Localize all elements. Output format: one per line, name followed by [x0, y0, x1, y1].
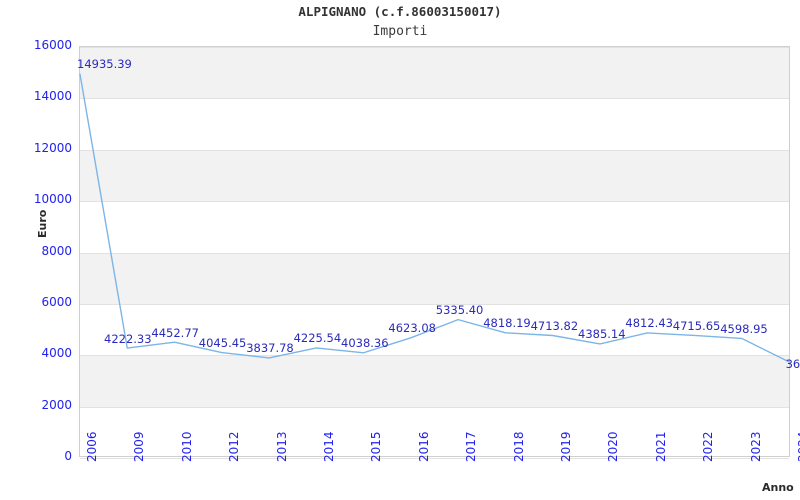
y-tick-10000: 10000 — [33, 192, 72, 207]
series-line — [80, 74, 789, 362]
point-label-2015: 4038.36 — [341, 336, 389, 351]
gridline — [80, 304, 789, 305]
band — [80, 47, 789, 99]
plot-area — [79, 46, 790, 459]
x-tick-2017: 2017 — [464, 431, 479, 462]
gridline — [80, 201, 789, 202]
point-label-2019: 4713.82 — [530, 318, 579, 333]
x-tick-2014: 2014 — [322, 431, 336, 462]
gridline — [80, 407, 789, 408]
chart-title: ALPIGNANO (c.f.86003150017) — [298, 4, 502, 19]
chart-subtitle: Importi — [372, 24, 428, 39]
x-axis-title: Anno — [762, 481, 794, 494]
x-tick-2016: 2016 — [416, 431, 431, 462]
x-tick-2019: 2019 — [559, 431, 573, 462]
x-tick-2009: 2009 — [132, 431, 147, 462]
point-label-2006: 14935.39 — [77, 57, 132, 72]
point-label-2022: 4715.65 — [672, 318, 721, 333]
point-label-2023: 4598.95 — [720, 321, 768, 336]
point-label-2024: 3680.7 — [785, 357, 800, 372]
point-label-2020: 4385.14 — [578, 327, 626, 342]
point-label-2017: 5335.40 — [435, 302, 484, 317]
x-tick-2023: 2023 — [748, 431, 763, 462]
gridline — [80, 253, 789, 254]
y-axis-title: Euro — [36, 209, 49, 238]
x-tick-2015: 2015 — [369, 431, 384, 462]
gridline — [80, 355, 789, 356]
y-tick-2000: 2000 — [41, 397, 72, 412]
point-label-2016: 4623.08 — [388, 321, 436, 336]
point-label-2010: 4452.77 — [151, 325, 199, 340]
gridline — [80, 47, 789, 48]
band — [80, 252, 789, 304]
gridline — [80, 150, 789, 151]
series-importi — [80, 47, 789, 456]
y-tick-16000: 16000 — [33, 38, 72, 52]
point-label-2013: 3837.78 — [246, 341, 294, 356]
x-tick-2012: 2012 — [227, 431, 242, 462]
x-tick-2010: 2010 — [179, 431, 194, 462]
point-label-2018: 4818.19 — [483, 316, 531, 331]
y-tick-4000: 4000 — [41, 346, 72, 361]
point-label-2012: 4045.45 — [198, 336, 247, 351]
gridline — [80, 458, 789, 459]
x-tick-2006: 2006 — [85, 431, 99, 462]
x-tick-2018: 2018 — [511, 431, 526, 462]
x-tick-2021: 2021 — [653, 431, 668, 462]
point-label-2014: 4225.54 — [293, 331, 342, 346]
point-label-2021: 4812.43 — [625, 316, 673, 331]
band — [80, 149, 789, 202]
x-tick-2022: 2022 — [701, 431, 716, 462]
y-tick-12000: 12000 — [33, 140, 72, 155]
x-tick-2020: 2020 — [606, 431, 621, 462]
x-tick-2013: 2013 — [274, 431, 289, 462]
y-tick-0: 0 — [64, 449, 72, 463]
y-tick-8000: 8000 — [41, 243, 72, 258]
point-label-2009: 4222.33 — [104, 331, 152, 346]
y-tick-14000: 14000 — [33, 89, 72, 104]
band — [80, 355, 789, 407]
y-tick-6000: 6000 — [41, 294, 72, 309]
gridline — [80, 98, 789, 99]
x-tick-2024: 2024 — [796, 431, 800, 462]
